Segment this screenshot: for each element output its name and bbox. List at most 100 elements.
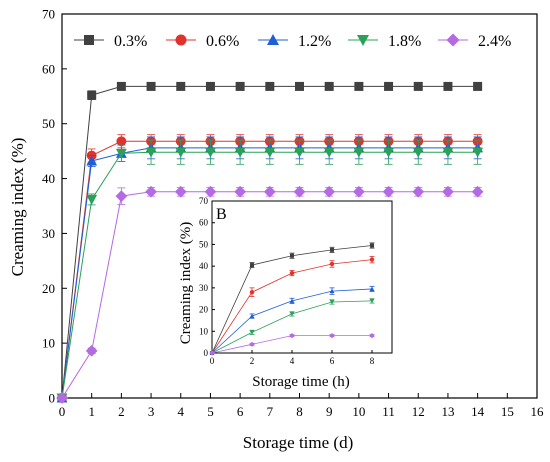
- main-data-point: [205, 147, 216, 158]
- main-data-point: [324, 81, 334, 91]
- legend-marker: [175, 34, 187, 46]
- main-y-tick-label: 50: [42, 116, 55, 131]
- main-y-tick-label: 0: [49, 391, 56, 406]
- main-series-2-4-: [56, 185, 484, 404]
- main-data-point: [443, 81, 453, 91]
- main-data-point: [294, 147, 305, 158]
- main-x-tick-label: 5: [207, 404, 214, 419]
- main-x-tick-label: 11: [382, 404, 395, 419]
- legend-item-1-2-: 1.2%: [258, 33, 331, 50]
- main-data-point: [442, 185, 454, 198]
- main-y-tick-label: 30: [42, 226, 55, 241]
- main-y-tick-label: 60: [42, 61, 55, 76]
- main-data-point: [86, 155, 98, 166]
- main-data-point: [471, 185, 484, 198]
- main-data-point: [265, 81, 275, 91]
- main-data-point: [442, 147, 454, 158]
- legend-marker: [357, 35, 369, 46]
- main-data-point: [145, 185, 157, 198]
- main-data-point: [412, 185, 425, 198]
- inset-x-tick-label: 0: [210, 356, 215, 366]
- inset-data-point: [249, 341, 255, 347]
- inset-plot-frame: [211, 200, 393, 354]
- main-data-point: [353, 185, 365, 198]
- inset-plot-area: 0 2 4 6 8 0 10 20 30 40 50 60 70: [199, 196, 393, 366]
- inset-data-point: [250, 263, 254, 268]
- main-x-tick-label: 8: [296, 404, 303, 419]
- main-data-point: [293, 185, 306, 198]
- inset-x-axis-title: Storage time (h): [252, 374, 349, 390]
- inset-data-point: [289, 311, 295, 317]
- main-data-point: [353, 147, 365, 158]
- inset-data-point: [329, 288, 335, 294]
- main-x-tick-label: 3: [148, 404, 155, 419]
- inset-y-tick-label: 0: [204, 348, 209, 358]
- main-data-point: [116, 81, 126, 91]
- main-x-axis-title: Storage time (d): [243, 433, 353, 452]
- main-x-tick-label: 15: [501, 404, 514, 419]
- main-data-point: [204, 185, 217, 198]
- inset-data-point: [329, 333, 335, 339]
- inset-data-point: [330, 247, 334, 252]
- main-data-point: [87, 90, 97, 100]
- main-data-point: [115, 190, 128, 202]
- legend-label: 1.2%: [298, 33, 331, 50]
- main-data-point: [473, 81, 483, 91]
- inset-data-point: [370, 243, 374, 248]
- main-legend: 0.3% 0.6% 1.2% 1.8% 2.4%: [74, 33, 511, 50]
- main-data-point: [86, 194, 98, 205]
- inset-x-tick-label: 4: [290, 356, 295, 366]
- main-data-point: [264, 147, 276, 158]
- main-data-point: [323, 185, 336, 198]
- legend-label: 2.4%: [478, 33, 511, 50]
- main-data-point: [383, 147, 394, 158]
- legend-marker: [267, 34, 279, 45]
- inset-y-tick-label: 50: [199, 239, 209, 249]
- main-data-point: [175, 147, 187, 158]
- inset-data-point: [369, 286, 375, 291]
- main-data-point: [145, 147, 157, 158]
- legend-label: 0.6%: [206, 33, 239, 50]
- inset-y-tick-label: 40: [199, 261, 209, 271]
- main-data-point: [205, 81, 215, 91]
- main-data-point: [413, 81, 423, 91]
- inset-y-tick-label: 70: [199, 196, 209, 206]
- main-x-tick-label: 1: [88, 404, 95, 419]
- inset-data-point: [249, 290, 255, 295]
- main-y-axis-title: Creaming index (%): [8, 138, 27, 277]
- legend-marker: [84, 35, 94, 45]
- main-data-point: [116, 136, 127, 147]
- main-data-point: [146, 81, 156, 91]
- main-x-tick-label: 10: [352, 404, 365, 419]
- inset-y-tick-label: 30: [199, 283, 209, 293]
- legend-item-1-8-: 1.8%: [348, 33, 421, 50]
- inset-y-axis-title: Creaming index (%): [178, 222, 194, 344]
- inset-data-point: [249, 330, 255, 335]
- main-data-point: [235, 81, 245, 91]
- main-x-tick-label: 16: [531, 404, 545, 419]
- inset-data-point: [329, 299, 335, 305]
- main-data-point: [85, 344, 98, 357]
- inset-y-tick-label: 20: [199, 305, 209, 315]
- inset-data-point: [369, 333, 375, 339]
- main-x-tick-label: 13: [441, 404, 454, 419]
- main-data-point: [174, 185, 187, 198]
- inset-data-point: [329, 261, 335, 267]
- main-x-tick-label: 2: [118, 404, 125, 419]
- main-data-point: [323, 147, 335, 158]
- main-x-tick-label: 9: [326, 404, 333, 419]
- legend-marker: [446, 33, 460, 47]
- legend-label: 0.3%: [114, 33, 147, 50]
- legend-item-0-3-: 0.3%: [74, 33, 147, 50]
- inset-data-point: [209, 350, 215, 356]
- inset-y-tick-label: 10: [199, 326, 209, 336]
- inset-data-point: [289, 333, 295, 339]
- inset-panel-label: B: [216, 206, 227, 223]
- main-data-point: [472, 147, 484, 158]
- main-x-tick-label: 6: [237, 404, 244, 419]
- inset-x-tick-label: 8: [370, 356, 375, 366]
- main-y-tick-label: 70: [42, 7, 55, 22]
- main-y-tick-label: 40: [42, 171, 55, 186]
- inset-x-tick-label: 2: [250, 356, 255, 366]
